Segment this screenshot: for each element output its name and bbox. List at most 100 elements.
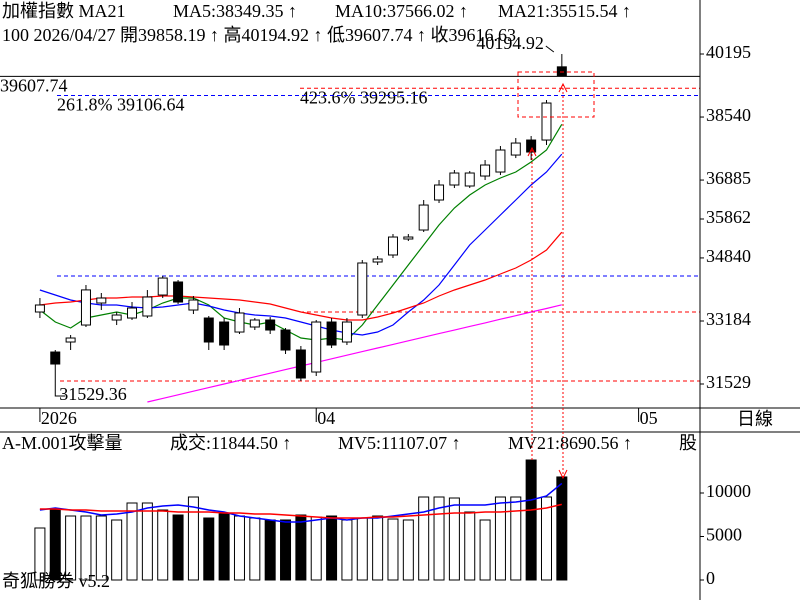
candle-body xyxy=(434,184,445,201)
ma-line xyxy=(39,123,563,341)
candle-body xyxy=(449,172,460,186)
candle-body xyxy=(510,142,521,156)
reference-label: 423.6% 39295.16 xyxy=(300,87,428,107)
candle-body xyxy=(249,319,260,328)
candle-body xyxy=(111,314,122,321)
volume-bar xyxy=(494,496,506,581)
volume-bar xyxy=(34,527,46,581)
volume-bar xyxy=(157,509,169,581)
candle-body xyxy=(372,258,383,263)
volume-bar xyxy=(187,496,199,581)
volume-bar xyxy=(141,502,153,581)
legend-entry: MA5:38349.35 ↑ xyxy=(173,1,297,21)
info-line: 100 2026/04/27 開39858.19 ↑ 高40194.92 ↑ 低… xyxy=(2,25,516,45)
volume-bar xyxy=(280,519,292,581)
low-pointer xyxy=(54,383,66,397)
candle-body xyxy=(403,236,414,240)
volume-bar xyxy=(479,519,491,581)
legend-entry: MV5:11107.07 ↑ xyxy=(338,433,461,453)
candle-body xyxy=(280,329,291,351)
period-label: 日線 xyxy=(737,409,773,429)
volume-panel: 0 5000 10000 xyxy=(34,459,751,588)
y-tick-label: 35862 xyxy=(706,207,751,227)
high-label: 40194.92 xyxy=(476,33,544,53)
legend-entry: 成交:11844.50 ↑ xyxy=(170,433,291,453)
y-tick-label: 0 xyxy=(706,568,715,588)
x-tick-label: 2026 xyxy=(41,408,77,428)
legend-entry: 股 xyxy=(679,433,697,453)
candle-body xyxy=(480,164,491,177)
legend-entry: MA10:37566.02 ↑ xyxy=(335,1,468,21)
ma-line xyxy=(39,153,563,336)
candle-body xyxy=(80,289,91,326)
volume-bar xyxy=(111,519,123,581)
volume-ma-line xyxy=(39,503,562,519)
volume-bar xyxy=(433,496,445,581)
volume-bar xyxy=(249,517,261,581)
candle-body xyxy=(203,317,214,343)
y-tick-label: 36885 xyxy=(706,168,751,188)
arrow-head xyxy=(527,146,537,157)
volume-bar xyxy=(540,496,552,581)
candle-body xyxy=(556,66,567,77)
volume-bar xyxy=(218,513,230,581)
candle-body xyxy=(541,102,552,141)
volume-bar xyxy=(203,517,215,581)
ma-line xyxy=(39,231,563,321)
volume-bar xyxy=(387,518,399,581)
y-tick-label: 33184 xyxy=(706,309,751,329)
candle-body xyxy=(142,296,153,317)
volume-bar xyxy=(556,476,568,581)
candle-body xyxy=(50,351,61,365)
arrow-head xyxy=(558,469,568,480)
y-tick-label: 40195 xyxy=(706,42,751,62)
volume-ma-line xyxy=(39,482,563,523)
footer: 奇狐勝券 v5.2 xyxy=(2,571,110,591)
candle-body xyxy=(341,321,352,343)
candle-body xyxy=(157,277,168,296)
candle-body xyxy=(265,319,276,331)
header-bg xyxy=(0,0,699,25)
volume-bar xyxy=(295,514,307,581)
chart-title: 加權指數 MA21 xyxy=(2,1,126,21)
volume-bar xyxy=(326,515,338,581)
volume-bar xyxy=(95,515,107,581)
candle-body xyxy=(495,149,506,173)
legend-entry: MA21:35515.54 ↑ xyxy=(498,1,631,21)
legend-entry: MV21:8690.56 ↑ xyxy=(508,433,632,453)
candle-body xyxy=(65,337,76,343)
candle-body xyxy=(418,204,429,231)
candle-body xyxy=(311,321,322,373)
volume-bar xyxy=(264,519,276,581)
candle-body xyxy=(464,172,475,187)
low-label: 31529.36 xyxy=(59,384,127,404)
volume-bar xyxy=(49,509,61,581)
volume-bar xyxy=(80,515,92,581)
y-tick-label: 31529 xyxy=(706,372,751,392)
y-tick-label: 38540 xyxy=(706,105,751,125)
volume-bar xyxy=(402,519,414,581)
volume-title: A-M.001攻擊量 xyxy=(2,433,123,453)
arrow-head xyxy=(558,82,568,93)
highlight-box xyxy=(517,71,595,118)
volume-bar xyxy=(525,459,537,581)
high-pointer xyxy=(545,45,555,53)
volume-bar xyxy=(510,496,522,581)
candle-body xyxy=(173,281,184,303)
volume-bar xyxy=(233,515,245,581)
volume-bar xyxy=(126,502,138,581)
candle-body xyxy=(188,299,199,311)
candle-body xyxy=(96,297,107,304)
volume-bar xyxy=(341,519,353,581)
volume-bar xyxy=(464,511,476,581)
reference-label: 39607.74 xyxy=(0,76,68,96)
candle-body xyxy=(219,321,230,346)
x-tick-label: 04 xyxy=(317,408,335,428)
candle-body xyxy=(357,262,368,316)
candle-body xyxy=(387,236,398,256)
ma-line xyxy=(147,304,562,403)
candle-body xyxy=(326,321,337,346)
